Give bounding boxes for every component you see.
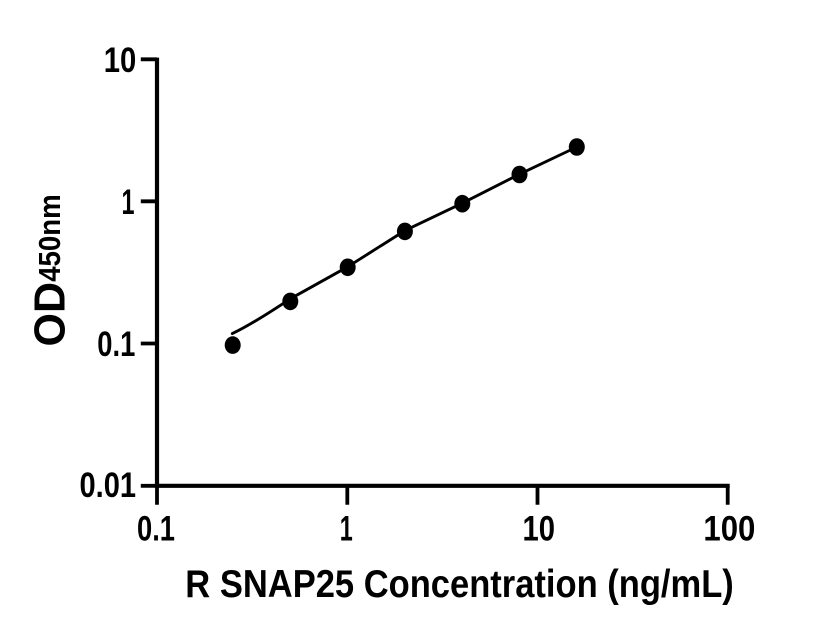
svg-text:0.1: 0.1	[137, 510, 175, 549]
svg-text:1: 1	[340, 510, 353, 549]
svg-text:100: 100	[703, 510, 755, 549]
svg-text:OD: OD	[26, 282, 75, 347]
svg-text:450nm: 450nm	[34, 194, 67, 282]
svg-text:R SNAP25 Concentration (ng/mL): R SNAP25 Concentration (ng/mL)	[185, 563, 734, 606]
svg-text:0.01: 0.01	[80, 466, 137, 505]
svg-text:0.1: 0.1	[97, 325, 135, 364]
svg-text:10: 10	[104, 41, 137, 80]
svg-text:10: 10	[522, 510, 555, 549]
svg-text:1: 1	[122, 183, 135, 222]
